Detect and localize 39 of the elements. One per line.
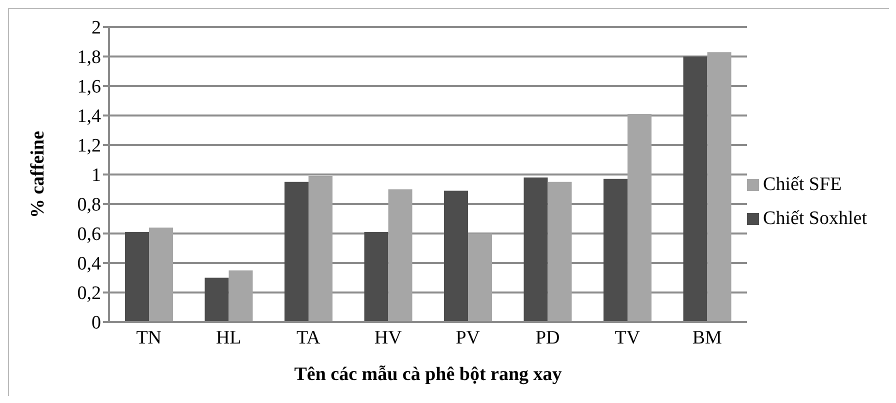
y-tick-label: 0 (92, 312, 101, 334)
x-axis-title: Tên các mẫu cà phê bột rang xay (294, 364, 562, 385)
x-tick-label: TN (136, 327, 162, 348)
bar (444, 190, 468, 322)
legend-label: Chiết Soxhlet (763, 208, 867, 228)
x-tick-label: PD (535, 327, 560, 348)
y-tick-label: 1,4 (77, 106, 102, 128)
x-tick-label: TV (614, 327, 640, 348)
x-tick-label: BM (692, 327, 722, 348)
bar (707, 52, 732, 322)
x-tick-label: TA (296, 327, 321, 348)
y-axis-title: % caffeine (28, 130, 49, 218)
y-tick-label: 1,6 (77, 76, 101, 98)
bar (308, 176, 333, 322)
bar (284, 182, 309, 322)
legend-label: Chiết SFE (763, 174, 842, 194)
bar (468, 234, 492, 322)
bar (125, 232, 149, 322)
y-tick-label: 0,6 (77, 224, 101, 246)
x-tick-label: HV (374, 327, 402, 348)
bar (683, 56, 708, 322)
y-tick-label: 0,4 (77, 254, 102, 275)
y-tick-label: 1,2 (77, 136, 101, 157)
bar (204, 278, 229, 322)
y-tick-label: 2 (92, 18, 101, 39)
y-tick-label: 1,8 (77, 47, 101, 68)
bar (228, 270, 253, 322)
y-tick-label: 1 (92, 165, 101, 186)
x-tick-label: HL (216, 327, 242, 348)
y-tick-label: 0,8 (77, 194, 101, 216)
bar (388, 189, 412, 322)
bar (548, 182, 572, 322)
bar (149, 228, 173, 322)
bar (604, 178, 628, 322)
bar (524, 177, 548, 322)
y-tick-label: 0,2 (77, 283, 101, 304)
bar (364, 232, 388, 322)
x-tick-label: PV (456, 327, 480, 348)
bar (628, 114, 652, 322)
